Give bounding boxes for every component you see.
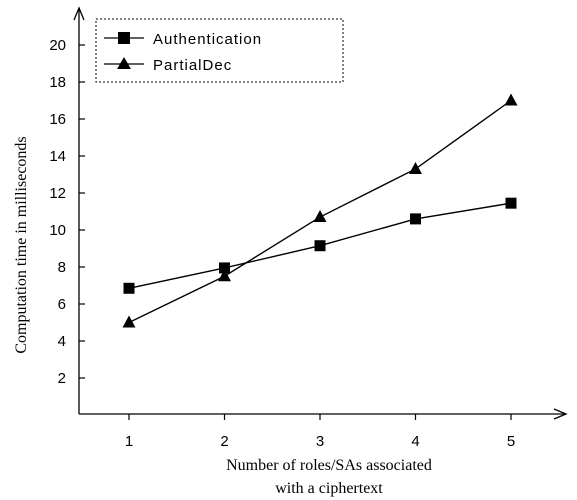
- legend-label-authentication: Authentication: [153, 31, 262, 48]
- x-tick-label: 2: [220, 433, 228, 450]
- y-tick-label: 10: [49, 222, 66, 239]
- data-point-authentication: [219, 262, 230, 274]
- x-tick-label: 4: [411, 433, 419, 450]
- y-tick-label: 20: [49, 37, 66, 54]
- data-point-authentication: [123, 282, 135, 294]
- data-point-partialdec: [122, 315, 136, 328]
- legend: Authentication PartialDec: [95, 18, 344, 83]
- x-tick-label: 1: [125, 433, 133, 450]
- y-tick-label: 6: [58, 296, 66, 313]
- x-tick-label: 5: [507, 433, 515, 450]
- data-point-authentication: [314, 240, 326, 252]
- legend-triangle-marker: [117, 57, 131, 69]
- legend-item-authentication: Authentication: [104, 31, 262, 48]
- legend-label-partialdec: PartialDec: [153, 57, 232, 74]
- data-point-partialdec: [313, 210, 327, 223]
- y-tick-label: 4: [58, 333, 66, 350]
- y-tick-label: 2: [58, 370, 66, 387]
- y-tick-label: 8: [58, 259, 66, 276]
- y-tick-label: 12: [49, 185, 66, 202]
- y-axis-arrow: [73, 6, 85, 21]
- y-tick-label: 14: [49, 148, 66, 165]
- y-tick-label: 18: [49, 74, 66, 91]
- data-point-partialdec: [504, 93, 518, 106]
- legend-box: [95, 18, 344, 83]
- y-ticks: 2 4 6 8 10 12 14 16 18 20: [49, 37, 85, 387]
- x-axis-title-line2: with a ciphertext: [275, 480, 383, 497]
- data-point-authentication: [505, 197, 517, 209]
- x-axis-title-line1: Number of roles/SAs associated: [226, 457, 432, 474]
- legend-item-partialdec: PartialDec: [104, 57, 232, 74]
- y-tick-label: 16: [49, 111, 66, 128]
- data-point-authentication: [410, 213, 421, 225]
- data-point-partialdec: [218, 269, 231, 282]
- series-markers: [122, 93, 518, 328]
- x-ticks: 1 2 3 4 5: [125, 414, 515, 450]
- x-axis-arrow: [553, 408, 568, 420]
- y-axis-title: Computation time in milliseconds: [13, 136, 30, 353]
- x-tick-label: 3: [316, 433, 324, 450]
- data-point-partialdec: [409, 161, 422, 174]
- legend-square-marker: [118, 32, 130, 44]
